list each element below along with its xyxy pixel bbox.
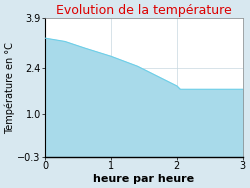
X-axis label: heure par heure: heure par heure — [93, 174, 194, 184]
Y-axis label: Température en °C: Température en °C — [4, 42, 15, 133]
Title: Evolution de la température: Evolution de la température — [56, 4, 232, 17]
